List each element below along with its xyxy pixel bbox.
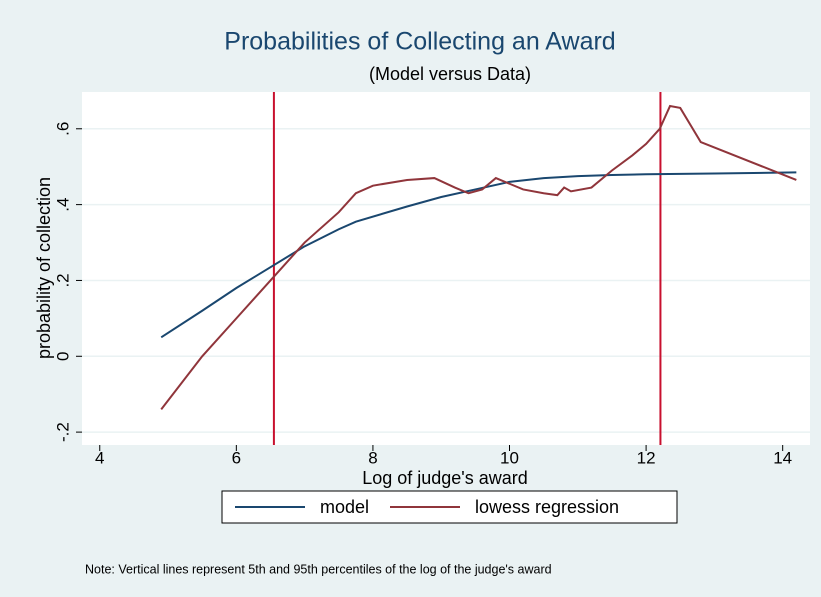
y-tick-label: .6 [53,122,72,136]
plot-region [82,92,810,445]
legend-label: model [320,497,369,517]
chart-title: Probabilities of Collecting an Award [224,28,615,56]
y-axis-title: probability of collection [34,177,54,359]
y-tick-label: .2 [53,273,72,287]
x-tick-label: 8 [368,448,377,467]
x-tick-label: 6 [232,448,241,467]
x-axis-title: Log of judge's award [362,468,528,488]
legend-label: lowess regression [475,497,619,517]
y-tick-label: -.2 [53,422,72,442]
x-tick-label: 14 [773,448,792,467]
series-line [160,171,797,339]
y-tick-label: 0 [53,352,72,361]
x-tick-label: 4 [95,448,104,467]
chart-subtitle: (Model versus Data) [369,64,531,84]
y-tick-label: .4 [53,198,72,212]
series-line [160,104,797,410]
x-tick-label: 12 [637,448,656,467]
x-tick-label: 10 [500,448,519,467]
note: Note: Vertical lines represent 5th and 9… [85,562,552,576]
